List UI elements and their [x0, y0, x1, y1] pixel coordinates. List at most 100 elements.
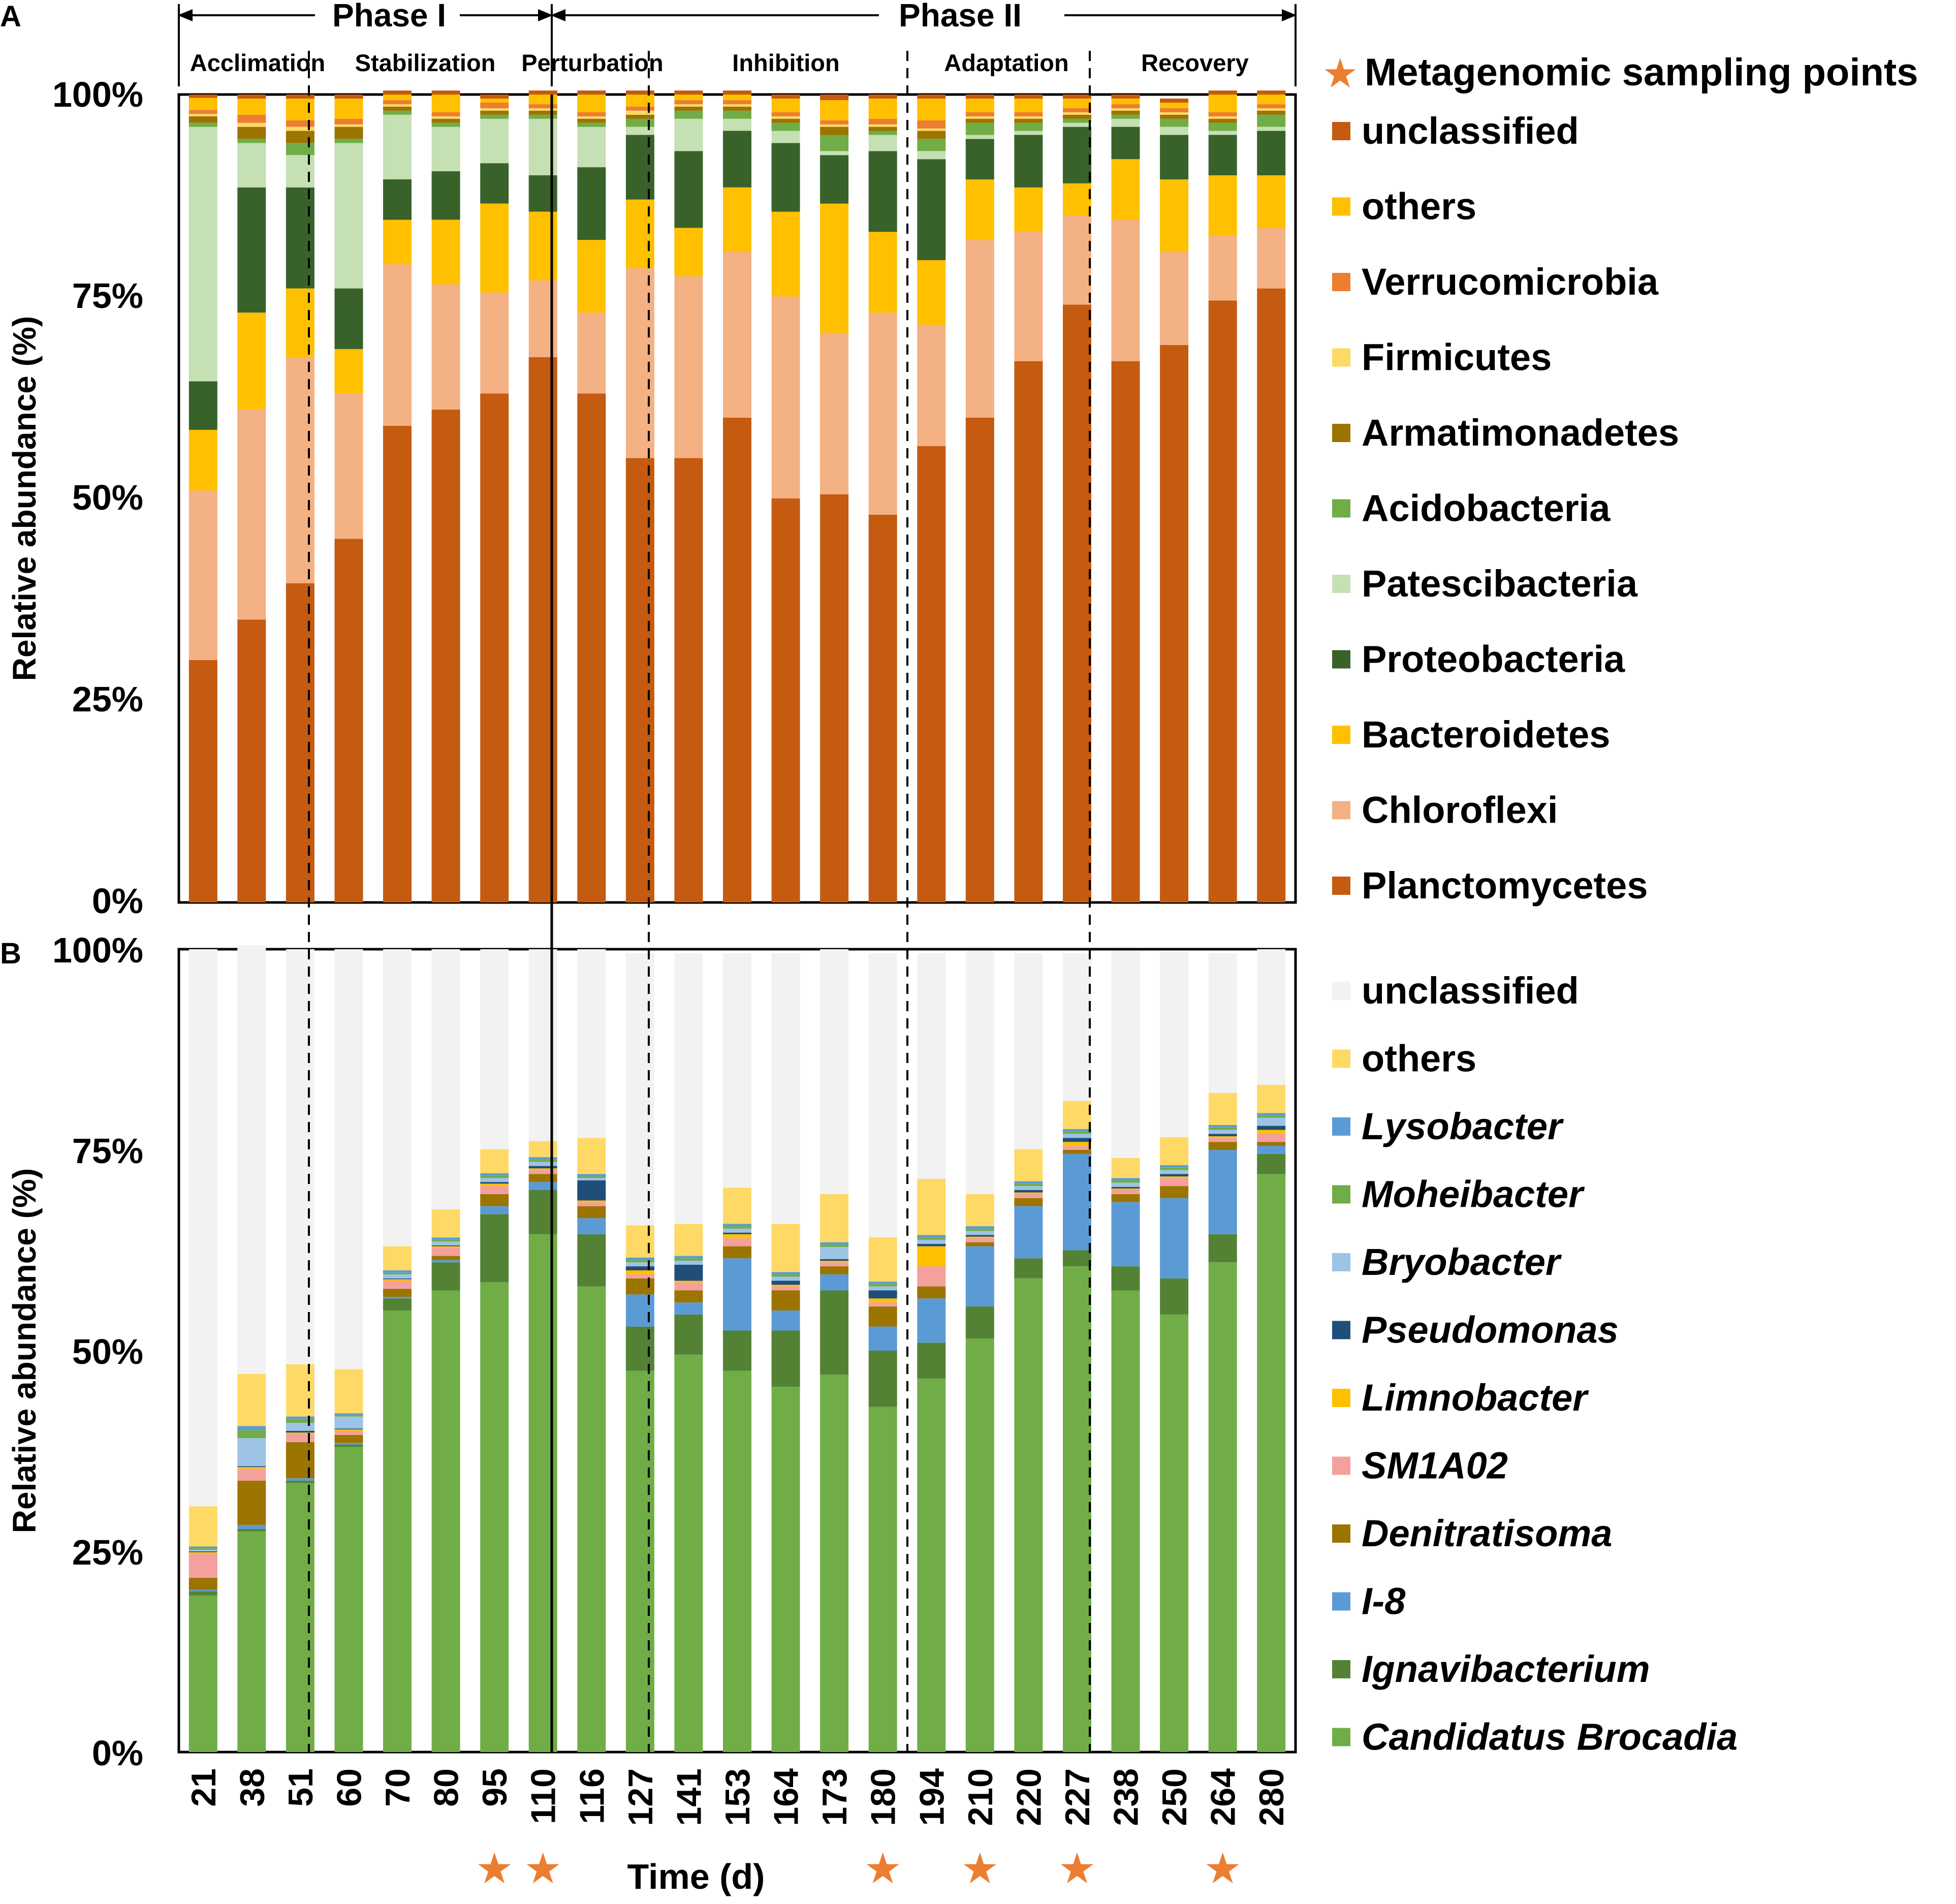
bar-segment-others-210: [965, 99, 994, 112]
bar-segment-candidatus-brocadia-210: [965, 1338, 994, 1752]
bar-segment-sm1a02-164: [771, 1286, 800, 1291]
bar-segment-denitratisoma-227: [1063, 1150, 1091, 1154]
bar-segment-acidobacteria-95: [480, 114, 509, 119]
bar-segment-unclassified-238: [1111, 951, 1140, 1158]
bar-segment-firmicutes-127: [625, 110, 654, 115]
y-tick-a-50: 50%: [72, 478, 143, 517]
bar-segment-lysobacter-38: [237, 1426, 266, 1430]
bar-segment-pseudomonas-51: [286, 1431, 314, 1433]
bar-segment-patescibacteria-164: [771, 131, 800, 143]
x-tick-250: 250: [1155, 1768, 1194, 1826]
y-axis-title-a: Relative abundance (%): [6, 316, 43, 681]
bar-segment-i-8-180: [868, 1326, 897, 1351]
bar-segment-chloroflexi-164: [771, 296, 800, 498]
bar-segment-proteobacteria-264: [1208, 135, 1237, 175]
bar-segment-planctomycetes-153: [723, 418, 751, 902]
bar-segment-bryobacter-173: [820, 1247, 849, 1259]
bar-segment-acidobacteria-127: [625, 118, 654, 127]
bar-segment-unclassified-173: [820, 95, 849, 101]
bar-segment-limnobacter-116: [577, 1200, 606, 1202]
bar-segment-verrucomicrobia-227: [1063, 108, 1091, 112]
bar-segment-lysobacter-70: [383, 1270, 412, 1273]
bar-segment-unclassified-70: [383, 90, 412, 95]
bar-segment-bryobacter-153: [723, 1228, 751, 1233]
legend-swatch-unclassified: [1332, 982, 1350, 1000]
bar-segment-candidatus-brocadia-70: [383, 1310, 412, 1752]
bar-segment-pseudomonas-180: [868, 1290, 897, 1299]
bar-segment-candidatus-brocadia-153: [723, 1370, 751, 1752]
legend-sampling-points-label: Metagenomic sampling points: [1365, 51, 1918, 94]
bar-segment-unclassified-180: [868, 95, 897, 99]
bar-segment-verrucomicrobia-210: [965, 112, 994, 116]
bar-segment-bacteroidetes-250: [1160, 179, 1189, 253]
bar-segment-lysobacter-95: [480, 1173, 509, 1176]
star-icon-210: ★: [961, 1845, 999, 1892]
bar-segment-armatimonadetes-21: [188, 116, 217, 123]
bar-segment-bryobacter-220: [1014, 1186, 1043, 1190]
bar-segment-bryobacter-227: [1063, 1134, 1091, 1138]
bar-segment-planctomycetes-80: [431, 410, 460, 902]
bar-segment-bryobacter-70: [383, 1274, 412, 1278]
legend-label-proteobacteria: Proteobacteria: [1362, 638, 1625, 680]
bar-segment-limnobacter-180: [868, 1298, 897, 1303]
bar-segment-others-80: [431, 95, 460, 112]
bar-segment-unclassified-127: [625, 90, 654, 95]
bar-segment-bryobacter-80: [431, 1241, 460, 1245]
y-tick-b-100: 100%: [52, 930, 143, 970]
legend-star-icon: ★: [1322, 51, 1359, 96]
bar-segment-patescibacteria-38: [237, 143, 266, 188]
bar-segment-patescibacteria-250: [1160, 127, 1189, 135]
bar-segment-others-173: [820, 1194, 849, 1242]
bar-segment-moheibacter-194: [917, 1237, 946, 1240]
bar-segment-others-180: [868, 1237, 897, 1282]
bar-segment-others-110: [528, 95, 557, 105]
stage-label-inhibition: Inhibition: [732, 49, 839, 76]
bar-segment-verrucomicrobia-70: [383, 100, 412, 105]
bar-segment-patescibacteria-280: [1257, 127, 1286, 131]
bar-segment-armatimonadetes-153: [723, 106, 751, 111]
bar-segment-others-164: [771, 99, 800, 112]
legend-label-i-8: I-8: [1362, 1580, 1406, 1622]
bar-segment-bacteroidetes-164: [771, 211, 800, 297]
bar-segment-others-70: [383, 95, 412, 101]
bar-segment-denitratisoma-220: [1014, 1198, 1043, 1206]
bar-segment-moheibacter-264: [1208, 1127, 1237, 1130]
bar-segment-armatimonadetes-238: [1111, 110, 1140, 115]
x-tick-labels: 21 38 51 60 70 80 95 110 116 127 141 153 164 173 180 19…: [184, 1768, 1291, 1826]
bar-segment-firmicutes-164: [771, 116, 800, 119]
bar-segment-proteobacteria-60: [334, 288, 363, 349]
bar-segment-ignavibacterium-95: [480, 1214, 509, 1283]
bar-segment-unclassified-70: [383, 949, 412, 1246]
bar-segment-moheibacter-250: [1160, 1167, 1189, 1170]
bar-segment-verrucomicrobia-127: [625, 106, 654, 111]
bar-segment-armatimonadetes-60: [334, 127, 363, 139]
bar-segment-others-95: [480, 99, 509, 103]
bar-segment-bacteroidetes-80: [431, 220, 460, 285]
legend-label-denitratisoma: Denitratisoma: [1362, 1512, 1612, 1554]
bar-segment-others-38: [237, 99, 266, 115]
x-tick-227: 227: [1058, 1768, 1097, 1826]
bar-segment-candidatus-brocadia-95: [480, 1282, 509, 1752]
bar-segment-moheibacter-127: [625, 1260, 654, 1263]
legend-swatch-planctomycetes: [1332, 877, 1350, 895]
legend-label-verrucomicrobia: Verrucomicrobia: [1362, 261, 1659, 303]
bar-segment-acidobacteria-194: [917, 139, 946, 151]
bar-segment-pseudomonas-210: [965, 1235, 994, 1237]
bar-segment-armatimonadetes-173: [820, 127, 849, 135]
bar-segment-planctomycetes-194: [917, 446, 946, 902]
bar-segment-chloroflexi-194: [917, 325, 946, 446]
bar-segment-sm1a02-80: [431, 1247, 460, 1256]
stage-label-recovery: Recovery: [1141, 49, 1249, 76]
bar-segment-unclassified-116: [577, 90, 606, 95]
bar-segment-pseudomonas-238: [1111, 1187, 1140, 1189]
bar-segment-ignavibacterium-60: [334, 1444, 363, 1447]
bar-segment-denitratisoma-238: [1111, 1194, 1140, 1202]
bar-segment-proteobacteria-116: [577, 167, 606, 240]
bar-segment-chloroflexi-51: [286, 357, 314, 583]
bar-segment-i-8-80: [431, 1260, 460, 1263]
bar-segment-unclassified-116: [577, 949, 606, 1138]
bar-segment-pseudomonas-38: [237, 1466, 266, 1468]
bar-segment-others-250: [1160, 102, 1189, 108]
bar-segment-i-8-127: [625, 1294, 654, 1327]
